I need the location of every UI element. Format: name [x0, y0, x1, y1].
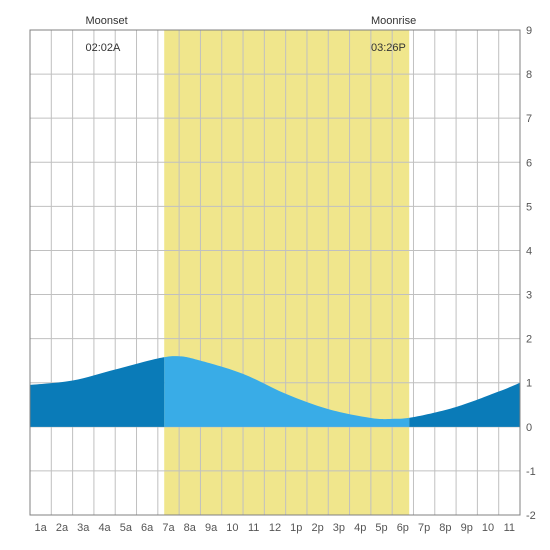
moonrise-title: Moonrise [371, 15, 416, 27]
svg-text:7a: 7a [162, 522, 175, 534]
svg-text:6p: 6p [397, 522, 409, 534]
svg-text:3: 3 [526, 290, 532, 302]
moonrise-label: Moonrise 03:26P [359, 2, 416, 68]
svg-text:-2: -2 [526, 510, 536, 522]
svg-text:11: 11 [248, 522, 259, 534]
svg-text:8a: 8a [184, 522, 197, 534]
svg-text:12: 12 [269, 522, 281, 534]
svg-text:9p: 9p [461, 522, 473, 534]
svg-text:5a: 5a [120, 522, 133, 534]
svg-text:1: 1 [526, 378, 532, 390]
svg-text:10: 10 [482, 522, 494, 534]
svg-text:6a: 6a [141, 522, 154, 534]
svg-text:4a: 4a [98, 522, 111, 534]
svg-text:3a: 3a [77, 522, 90, 534]
svg-text:3p: 3p [333, 522, 345, 534]
svg-text:6: 6 [526, 157, 532, 169]
moonset-time: 02:02A [85, 42, 120, 54]
svg-text:0: 0 [526, 422, 532, 434]
svg-text:4: 4 [526, 245, 532, 257]
svg-text:1p: 1p [290, 522, 302, 534]
svg-text:9: 9 [526, 25, 532, 37]
svg-text:2: 2 [526, 334, 532, 346]
svg-text:9a: 9a [205, 522, 218, 534]
svg-text:8p: 8p [439, 522, 451, 534]
svg-text:5: 5 [526, 201, 532, 213]
svg-text:2p: 2p [311, 522, 323, 534]
moonset-label: Moonset 02:02A [73, 2, 127, 68]
svg-text:7: 7 [526, 113, 532, 125]
svg-text:11: 11 [504, 522, 515, 534]
svg-text:2a: 2a [56, 522, 69, 534]
svg-text:10: 10 [226, 522, 238, 534]
tide-chart: Moonset 02:02A Moonrise 03:26P -2-101234… [0, 0, 550, 550]
moonrise-time: 03:26P [371, 42, 406, 54]
chart-svg: -2-101234567891a2a3a4a5a6a7a8a9a1011121p… [0, 0, 550, 550]
svg-text:1a: 1a [35, 522, 48, 534]
moonset-title: Moonset [85, 15, 127, 27]
svg-text:4p: 4p [354, 522, 366, 534]
svg-text:7p: 7p [418, 522, 430, 534]
svg-text:-1: -1 [526, 466, 536, 478]
svg-text:5p: 5p [375, 522, 387, 534]
svg-text:8: 8 [526, 69, 532, 81]
